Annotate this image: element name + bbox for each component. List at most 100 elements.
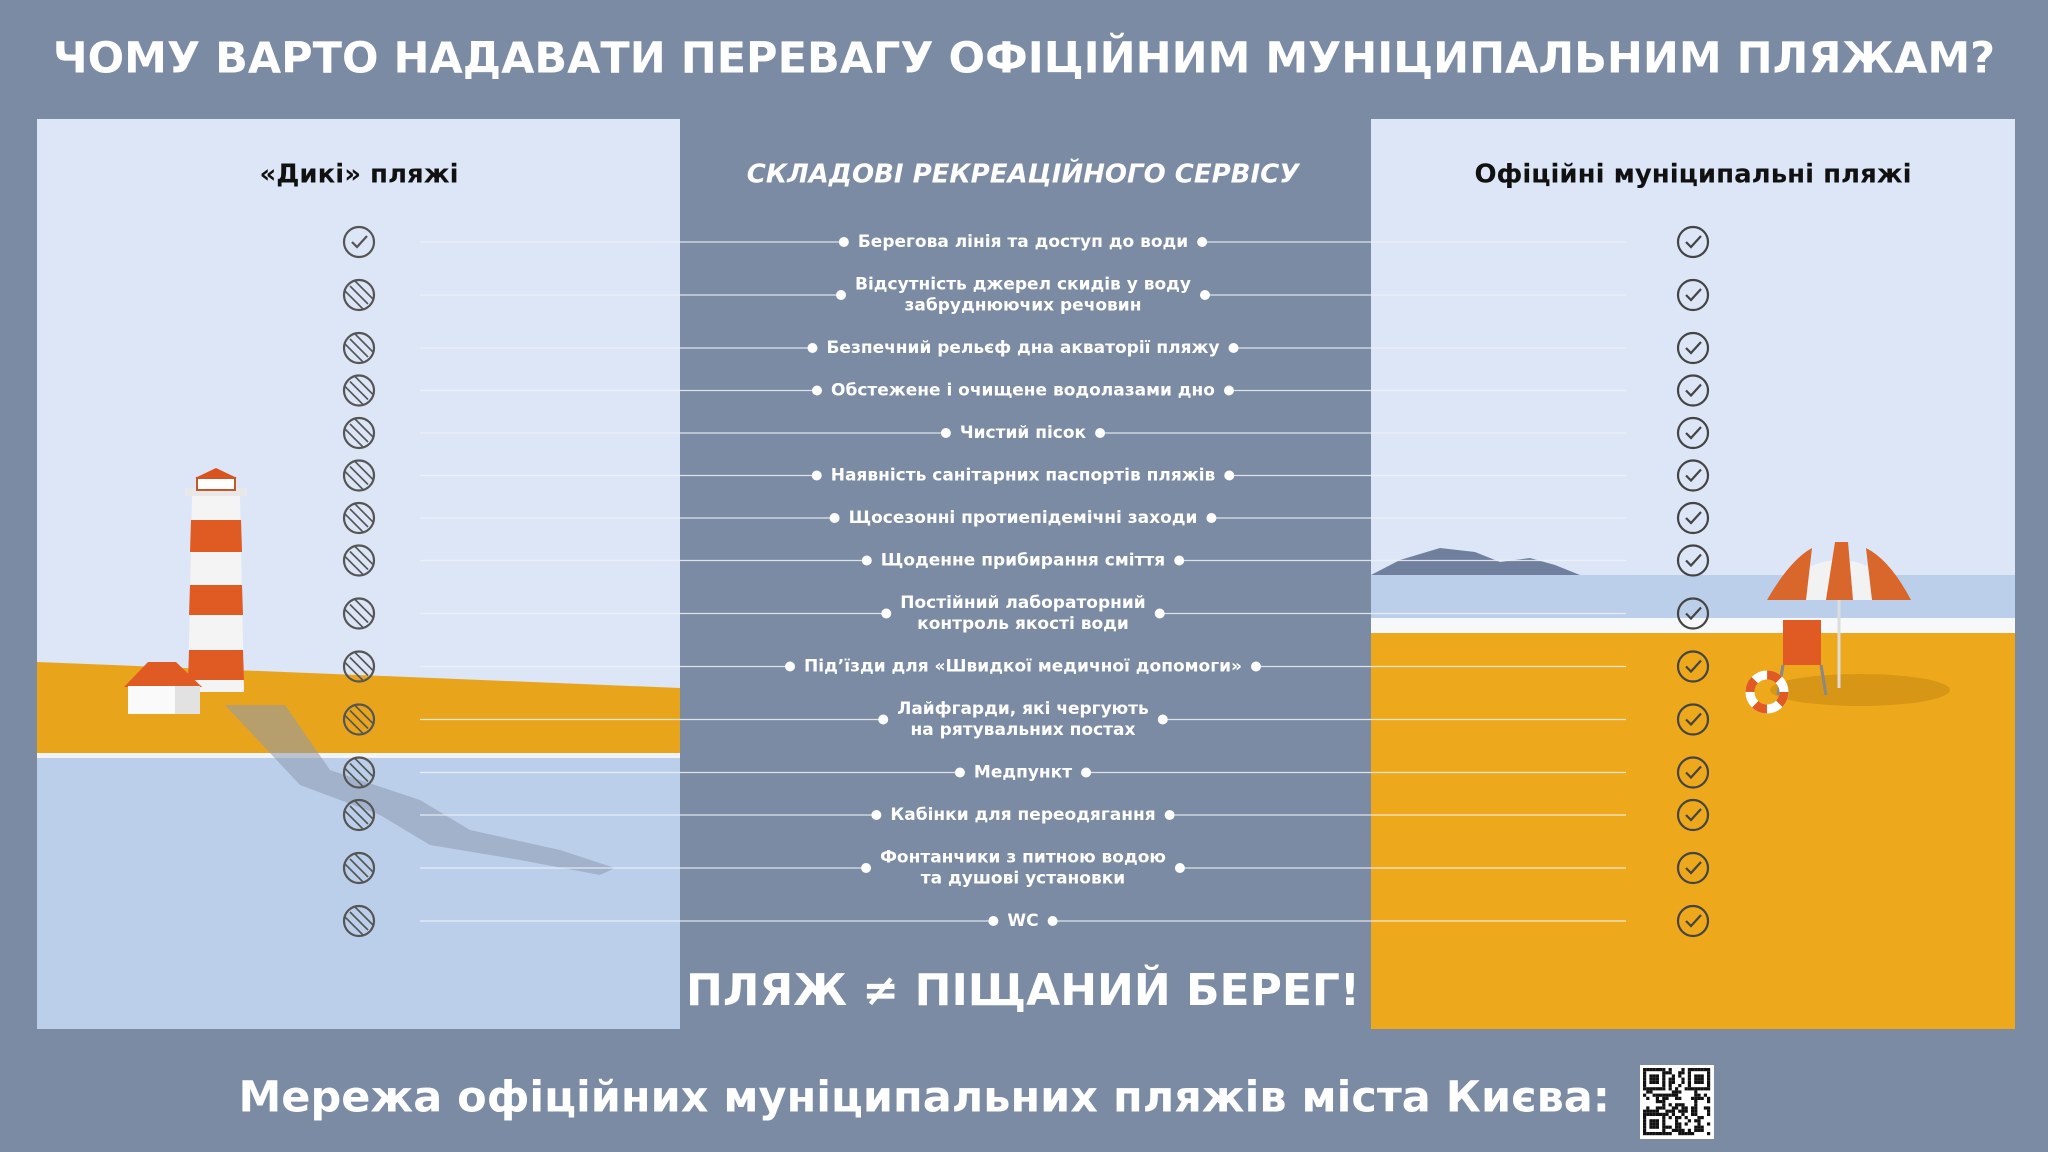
no-stroke [344,385,364,406]
qr-cell [1652,1125,1656,1129]
qr-cell [1694,1119,1698,1123]
check-mark [1685,861,1702,875]
no-stroke [354,460,374,481]
qr-cell [1707,1096,1711,1100]
qr-cell [1678,1090,1682,1094]
qr-cell [1678,1071,1682,1075]
qr-cell [1703,1068,1707,1072]
qr-cell [1671,1077,1675,1081]
dot [881,608,892,619]
qr-cell [1668,1068,1672,1072]
qr-cell [1652,1109,1656,1113]
qr-cell [1681,1112,1685,1116]
qr-cell [1691,1068,1695,1072]
service-item: Безпечний рельєф дна акваторії пляжу [826,338,1219,358]
qr-cell [1697,1128,1701,1132]
qr-cell [1655,1080,1659,1084]
qr-cell [1681,1077,1685,1081]
qr-cell [1684,1116,1688,1120]
qr-cell [1655,1119,1659,1123]
check-icon [342,225,376,259]
qr-cell [1646,1112,1650,1116]
qr-cell [1684,1087,1688,1091]
qr-cell [1671,1080,1675,1084]
qr-cell [1697,1093,1701,1097]
qr-cell [1655,1122,1659,1126]
dot [954,767,965,778]
no-stroke [349,805,369,825]
check-icon [1676,650,1710,683]
qr-cell [1681,1128,1685,1132]
qr-cell [1687,1077,1691,1081]
check-mark [1685,765,1702,780]
no-stroke [344,767,364,788]
no-icon [342,331,376,365]
qr-cell [1662,1119,1666,1123]
no-stroke [354,418,374,438]
official-panel [1371,119,2015,1029]
qr-cell [1652,1087,1656,1091]
qr-cell [1649,1125,1653,1129]
qr-cell [1694,1100,1698,1104]
footer: Мережа офіційних муніципальних пляжів мі… [239,1073,1611,1123]
qr-cell [1652,1077,1656,1081]
qr-cell [1707,1068,1711,1072]
qr-cell [1675,1087,1679,1091]
dot [1223,385,1234,396]
dot [940,428,951,438]
qr-cell [1662,1093,1666,1097]
qr-cell [1694,1090,1698,1094]
qr-cell [1649,1087,1653,1091]
service-item: Чистий пісок [960,423,1087,443]
check-icon [1676,798,1710,832]
qr-cell [1652,1068,1656,1072]
service-item: та душові установки [921,869,1125,889]
qr-cell [1652,1119,1656,1123]
qr-cell [1659,1068,1663,1072]
title: ЧОМУ ВАРТО НАДАВАТИ ПЕРЕВАГУ ОФІЦІЙНИМ М… [53,33,1995,84]
qr-cell [1671,1128,1675,1132]
service-item: Відсутність джерел скидів у воду [855,275,1191,295]
qr-cell [1678,1125,1682,1129]
qr-cell [1646,1132,1650,1136]
dot [988,916,999,926]
qr-cell [1652,1112,1656,1116]
qr-cell [1694,1080,1698,1084]
check-mark [1685,606,1702,621]
qr-cell [1646,1087,1650,1091]
no-icon [342,278,376,312]
qr-cell [1652,1080,1656,1084]
qr-cell [1646,1109,1650,1113]
dot [836,290,847,300]
qr-cell [1668,1125,1672,1129]
qr-cell [1649,1132,1653,1136]
qr-cell [1668,1116,1672,1120]
no-stroke [344,470,364,491]
qr-cell [1700,1074,1704,1078]
service-item: Лайфгарди, які чергують [897,699,1149,719]
qr-cell [1697,1125,1701,1129]
check-icon [1676,904,1710,938]
qr-cell [1646,1068,1650,1072]
qr-cell [1675,1128,1679,1132]
qr-cell [1675,1119,1679,1123]
dot [1228,343,1239,353]
no-stroke [349,550,369,571]
qr-cell [1643,1068,1647,1072]
qr-cell [1643,1132,1647,1136]
qr-cell [1700,1068,1704,1072]
qr-cell [1671,1090,1675,1094]
qr-cell [1687,1080,1691,1084]
qr-cell [1643,1119,1647,1123]
no-stroke [354,906,374,926]
qr-cell [1643,1080,1647,1084]
qr-cell [1707,1087,1711,1091]
no-stroke [344,810,364,830]
check-mark [1685,288,1702,302]
qr-cell [1675,1103,1679,1107]
qr-cell [1649,1080,1653,1084]
no-stroke [349,858,369,878]
qr-cell [1643,1071,1647,1075]
qr-cell [1643,1122,1647,1126]
qr-cell [1678,1128,1682,1132]
